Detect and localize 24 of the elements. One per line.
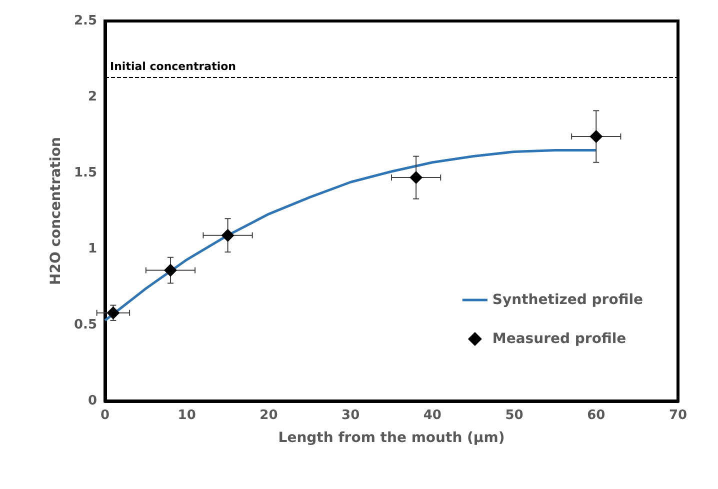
x-tick-label: 70 <box>668 408 688 423</box>
ref-line-label: Initial concentration <box>110 60 236 74</box>
x-tick-label: 30 <box>342 408 360 423</box>
y-axis-title: H2O concentration <box>48 137 64 285</box>
x-axis-title: Length from the mouth (µm) <box>278 430 505 446</box>
point <box>106 306 120 320</box>
legend-label: Measured profile <box>492 331 626 347</box>
point <box>590 130 603 144</box>
y-tick-label: 1.5 <box>74 166 97 180</box>
point <box>164 264 177 277</box>
x-tick-label: 20 <box>260 408 278 423</box>
y-tick-label: 1 <box>88 242 97 256</box>
y-tick-label: 2.5 <box>74 14 97 28</box>
point <box>221 228 234 242</box>
x-tick-label: 60 <box>587 408 606 423</box>
x-tick-label: 10 <box>178 408 196 423</box>
y-tick-label: 0.5 <box>74 318 97 332</box>
legend-label: Synthetized profile <box>492 292 644 308</box>
x-tick-label: 50 <box>505 408 524 423</box>
x-tick-label: 40 <box>423 408 442 423</box>
y-tick-label: 2 <box>88 90 97 104</box>
point <box>410 171 423 184</box>
x-tick-label: 0 <box>100 408 110 423</box>
y-tick-label: 0 <box>88 394 97 408</box>
